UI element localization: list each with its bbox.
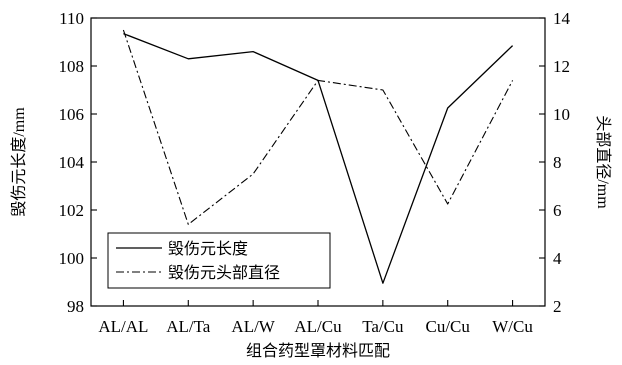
y-tick-label-left: 100 xyxy=(59,249,85,268)
y-axis-title-left: 毁伤元长度/mm xyxy=(10,107,28,217)
x-axis-title: 组合药型罩材料匹配 xyxy=(246,342,390,360)
legend-label-length: 毁伤元长度 xyxy=(168,240,248,258)
y-tick-label-left: 102 xyxy=(59,201,85,220)
y-tick-label-left: 110 xyxy=(59,9,84,28)
series-line-head-diameter xyxy=(122,29,514,225)
y-tick-label-right: 8 xyxy=(553,153,562,172)
x-tick-label: AL/Ta xyxy=(166,317,211,336)
y-tick-label-right: 4 xyxy=(553,249,562,268)
x-tick-label: Ta/Cu xyxy=(362,317,404,336)
y-tick-label-right: 6 xyxy=(553,201,562,220)
tick-layer xyxy=(91,17,545,307)
series-layer xyxy=(122,29,514,284)
legend-label-diameter: 毁伤元头部直径 xyxy=(168,264,280,282)
y-tick-label-left: 98 xyxy=(67,297,84,316)
legend: 毁伤元长度 毁伤元头部直径 xyxy=(107,232,331,289)
x-tick-label: AL/AL xyxy=(98,317,148,336)
legend-box xyxy=(107,232,331,289)
y-tick-label-right: 10 xyxy=(553,105,570,124)
x-tick-label: Cu/Cu xyxy=(426,317,471,336)
y-tick-label-left: 108 xyxy=(59,57,85,76)
y-axis-title-right: 头部直径/mm xyxy=(594,115,612,209)
y-tick-label-right: 12 xyxy=(553,57,570,76)
tick-label-layer: 98 100 102 104 106 108 110 2 4 6 8 10 12 14 AL/AL AL/Ta… xyxy=(59,9,571,336)
y-tick-label-left: 104 xyxy=(59,153,85,172)
y-tick-label-left: 106 xyxy=(59,105,85,124)
y-tick-label-right: 2 xyxy=(553,297,562,316)
y-tick-label-right: 14 xyxy=(553,9,571,28)
x-tick-label: AL/W xyxy=(231,317,275,336)
x-tick-label: W/Cu xyxy=(492,317,533,336)
x-tick-label: AL/Cu xyxy=(294,317,342,336)
